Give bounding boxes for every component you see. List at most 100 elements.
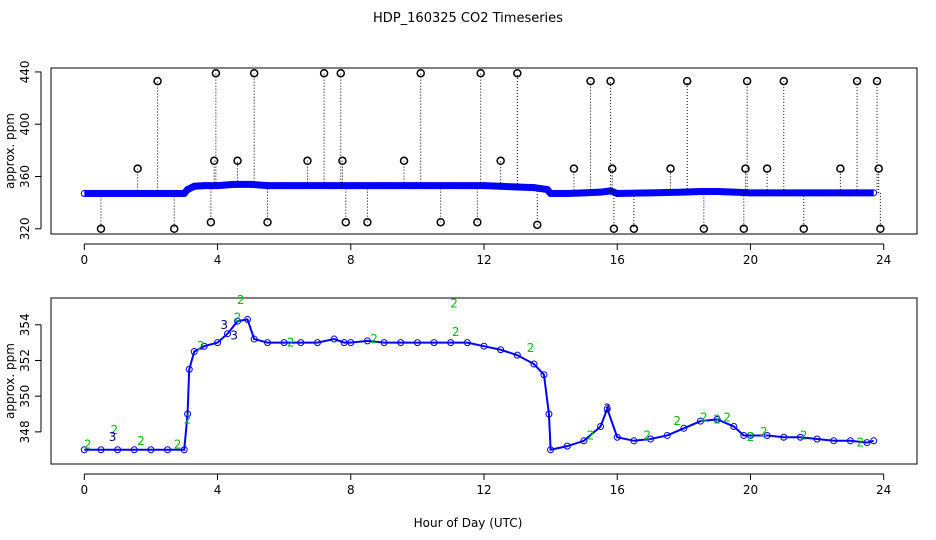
bottom-data-point — [200, 342, 208, 350]
bottom-data-point — [763, 431, 771, 439]
bottom-x-tick-label: 16 — [610, 483, 625, 497]
bottom-flag-label: 2 — [110, 423, 118, 437]
top-data-point — [563, 189, 571, 197]
top-outlier-point — [739, 224, 749, 234]
top-outlier-point — [836, 164, 845, 173]
top-outlier-point — [336, 68, 346, 78]
top-outlier-point — [569, 164, 579, 173]
top-data-point — [647, 189, 655, 197]
bottom-flag-label: 2 — [452, 325, 460, 339]
top-data-point — [280, 182, 288, 190]
top-outlier-point — [533, 220, 542, 230]
bottom-flag-label: 2 — [643, 428, 651, 442]
bottom-flag-label: 2 — [184, 412, 192, 426]
bottom-flag-label: 2 — [287, 336, 295, 350]
bottom-plot-frame — [50, 297, 918, 465]
chart-title: HDP_160325 CO2 Timeseries — [373, 11, 563, 26]
bottom-data-point — [190, 348, 198, 356]
top-outlier-point — [399, 156, 409, 166]
bottom-x-tick-label: 12 — [476, 483, 491, 497]
bottom-data-point — [340, 339, 348, 347]
bottom-flag-label: 2 — [174, 437, 182, 451]
bottom-flag-label: 3 — [230, 328, 238, 342]
top-outlier-point — [363, 217, 372, 227]
bottom-data-point — [463, 339, 471, 347]
top-outlier-point — [211, 68, 221, 78]
top-outlier-point — [303, 156, 312, 166]
top-panel: 0 4 8 12 16 20 24 320 360 400 440 approx. ppm — [3, 60, 918, 267]
top-data-point — [530, 184, 538, 192]
top-series-outliers — [96, 68, 885, 234]
top-x-tick-label: 8 — [347, 253, 355, 267]
bottom-data-point — [697, 417, 704, 425]
bottom-flag-label: 2 — [800, 428, 808, 442]
top-data-point — [164, 189, 172, 197]
bottom-series-clean — [80, 315, 878, 454]
top-data-point — [713, 188, 721, 196]
top-outlier-point — [699, 224, 709, 234]
top-outlier-point — [852, 76, 862, 86]
bottom-data-point — [164, 446, 172, 454]
top-outlier-point — [609, 224, 619, 234]
top-outlier-point — [513, 68, 522, 78]
top-outlier-point — [874, 164, 883, 173]
bottom-data-point — [497, 346, 505, 354]
top-outlier-point — [206, 217, 216, 227]
top-y-tick-label: 320 — [18, 217, 32, 240]
top-data-point — [313, 182, 321, 190]
bottom-data-point — [730, 423, 738, 431]
top-outlier-point — [153, 76, 162, 86]
bottom-flag-label: 2 — [84, 437, 92, 451]
top-data-point — [746, 189, 754, 197]
top-outlier-point — [319, 68, 329, 78]
bottom-flag-label: 2 — [237, 293, 245, 307]
bottom-data-point — [297, 339, 305, 347]
bottom-flag-label: 2 — [137, 434, 145, 448]
top-x-tick-label: 12 — [476, 253, 491, 267]
bottom-flag-label: 2 — [673, 414, 681, 428]
bottom-data-point — [680, 424, 688, 432]
top-outlier-point — [779, 76, 789, 86]
bottom-flag-label: 3 — [603, 402, 611, 416]
top-baseline-band — [84, 180, 874, 197]
bottom-data-point — [540, 371, 548, 379]
bottom-flag-label: 2 — [747, 430, 755, 444]
bottom-y-axis: 348 350 352 354 — [18, 313, 42, 443]
bottom-data-point — [147, 446, 155, 454]
bottom-y-tick-label: 348 — [18, 420, 32, 443]
top-data-point — [447, 182, 455, 190]
top-y-tick-label: 360 — [18, 165, 32, 188]
top-data-point — [184, 186, 192, 194]
bottom-flag-label: 2 — [197, 339, 205, 353]
bottom-data-point — [97, 446, 105, 454]
top-outlier-point — [872, 76, 882, 86]
bottom-data-point — [530, 360, 538, 368]
bottom-data-point — [563, 442, 571, 450]
bottom-x-tick-label: 4 — [214, 483, 222, 497]
bottom-x-tick-label: 8 — [347, 483, 355, 497]
top-outlier-point — [249, 68, 259, 78]
top-outlier-point — [473, 217, 482, 227]
bottom-trend-line — [84, 318, 874, 451]
bottom-data-point — [830, 437, 838, 445]
bottom-data-point — [130, 446, 138, 454]
x-axis-label: Hour of Day (UTC) — [414, 516, 523, 530]
bottom-data-point — [330, 335, 338, 343]
bottom-data-point — [224, 330, 232, 338]
bottom-data-point — [647, 435, 655, 443]
bottom-flag-label: 2 — [450, 296, 458, 310]
bottom-y-tick-label: 350 — [18, 385, 32, 408]
bottom-data-point — [746, 431, 754, 439]
top-outlier-point — [436, 217, 445, 227]
top-data-point — [200, 182, 208, 190]
top-outlier-point — [338, 156, 347, 166]
bottom-data-point — [114, 446, 122, 454]
bottom-data-point — [740, 431, 748, 439]
top-plot-frame — [50, 67, 918, 235]
top-data-point — [80, 189, 88, 197]
bottom-data-point — [780, 433, 788, 441]
bottom-data-point — [397, 339, 405, 347]
bottom-flag-label: 3 — [220, 318, 228, 332]
